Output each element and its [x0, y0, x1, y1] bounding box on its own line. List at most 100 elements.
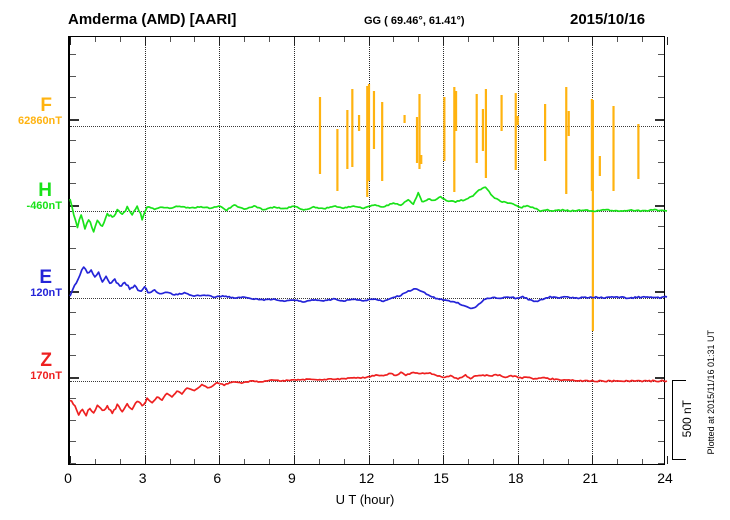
tick-left-275	[70, 312, 76, 313]
tick-bot-hour-11	[343, 459, 345, 464]
x-tick-label-12: 12	[358, 470, 375, 486]
tick-top-hour-24	[667, 37, 668, 45]
x-tick-label-9: 9	[287, 470, 296, 486]
tick-top-hour-3	[144, 37, 146, 45]
tick-right-404	[658, 441, 664, 442]
tick-top-hour-15	[443, 37, 445, 45]
trace-layer	[69, 84, 668, 417]
tick-right-211	[658, 247, 664, 249]
tick-top-hour-19	[542, 37, 544, 42]
tick-top-hour-21	[592, 37, 594, 45]
tick-right-17	[658, 54, 664, 55]
tick-bot-hour-2	[119, 459, 121, 464]
tick-left-297	[70, 333, 76, 335]
tick-left-189	[70, 226, 76, 227]
tick-bot-hour-9	[293, 456, 295, 464]
gridline-hour-12	[368, 37, 370, 464]
x-axis-title: U T (hour)	[335, 492, 395, 507]
tick-left-39	[70, 75, 76, 77]
tick-right-383	[658, 419, 664, 421]
component-letter-e: E	[39, 267, 52, 288]
tick-bot-hour-4	[169, 459, 171, 464]
tick-right-361	[658, 398, 664, 399]
tick-left-361	[70, 398, 76, 399]
tick-top-hour-13	[393, 37, 395, 42]
tick-right-297	[658, 333, 664, 335]
tick-bot-hour-12	[368, 456, 370, 464]
trace-e	[69, 266, 668, 310]
tick-top-hour-10	[318, 37, 320, 42]
tick-bot-hour-23	[642, 459, 644, 464]
geographic-coordinates: GG ( 69.46°, 61.41°)	[364, 15, 465, 27]
tick-bot-hour-1	[94, 459, 96, 464]
trace-z	[69, 371, 668, 417]
trace-line	[69, 266, 668, 310]
tick-right-82	[655, 118, 664, 121]
tick-bot-hour-10	[318, 459, 320, 464]
tick-bot-hour-8	[269, 459, 270, 464]
tick-top-hour-7	[244, 37, 246, 42]
observation-date: 2015/10/16	[570, 11, 646, 28]
magnetogram-plot-area	[68, 36, 668, 465]
tick-left-383	[70, 419, 76, 421]
x-tick-label-21: 21	[582, 470, 599, 486]
tick-top-hour-5	[194, 37, 196, 42]
component-value-z: 170nT	[30, 370, 62, 382]
component-letter-h: H	[38, 180, 52, 201]
tick-left-318	[70, 355, 76, 356]
tick-left-103	[70, 140, 76, 141]
tick-top-hour-4	[169, 37, 171, 42]
plot-timestamp: Plotted at 2015/11/16 01:31 UT	[706, 330, 716, 455]
tick-top-hour-6	[219, 37, 221, 45]
tick-left-168	[70, 204, 79, 207]
tick-right-254	[655, 290, 664, 293]
tick-right-189	[658, 226, 664, 227]
x-tick-label-6: 6	[213, 470, 222, 486]
scale-bar	[672, 380, 686, 460]
tick-right-318	[658, 355, 664, 356]
x-tick-label-3: 3	[138, 470, 147, 486]
tick-bot-hour-24	[667, 456, 668, 464]
gridline-hour-18	[517, 37, 519, 464]
tick-right-125	[658, 161, 664, 163]
component-letter-z: Z	[40, 350, 52, 371]
tick-bot-hour-22	[617, 459, 619, 464]
x-tick-label-24: 24	[657, 470, 673, 486]
scale-bar-label: 500 nT	[680, 400, 694, 438]
tick-left-340	[70, 376, 79, 379]
tick-top-hour-18	[517, 37, 519, 45]
trace-f	[318, 84, 640, 331]
tick-left-254	[70, 290, 79, 293]
tick-left-211	[70, 247, 76, 249]
tick-right-60	[658, 97, 664, 98]
tick-top-hour-0	[70, 37, 71, 45]
baseline-z	[70, 381, 664, 382]
tick-top-hour-8	[269, 37, 270, 42]
tick-right-275	[658, 312, 664, 313]
tick-bot-hour-20	[567, 459, 569, 464]
tick-top-hour-11	[343, 37, 345, 42]
tick-bot-hour-15	[443, 456, 445, 464]
tick-top-hour-22	[617, 37, 619, 42]
tick-bot-hour-19	[542, 459, 544, 464]
tick-top-hour-1	[94, 37, 96, 42]
tick-left-125	[70, 161, 76, 163]
gridline-hour-3	[144, 37, 146, 464]
tick-right-168	[655, 204, 664, 207]
tick-bot-hour-16	[468, 459, 469, 464]
tick-bot-hour-21	[592, 456, 594, 464]
tick-top-hour-14	[418, 37, 420, 42]
tick-left-404	[70, 441, 76, 442]
trace-line	[69, 371, 668, 417]
tick-left-232	[70, 269, 76, 270]
tick-right-146	[658, 183, 664, 184]
component-letter-f: F	[40, 95, 52, 116]
tick-top-hour-2	[119, 37, 121, 42]
station-title: Amderma (AMD) [AARI]	[68, 11, 237, 28]
component-value-e: 120nT	[30, 287, 62, 299]
trace-line	[69, 186, 668, 233]
tick-top-hour-17	[492, 37, 494, 42]
baseline-h	[70, 211, 664, 212]
tick-right-426	[658, 462, 664, 464]
